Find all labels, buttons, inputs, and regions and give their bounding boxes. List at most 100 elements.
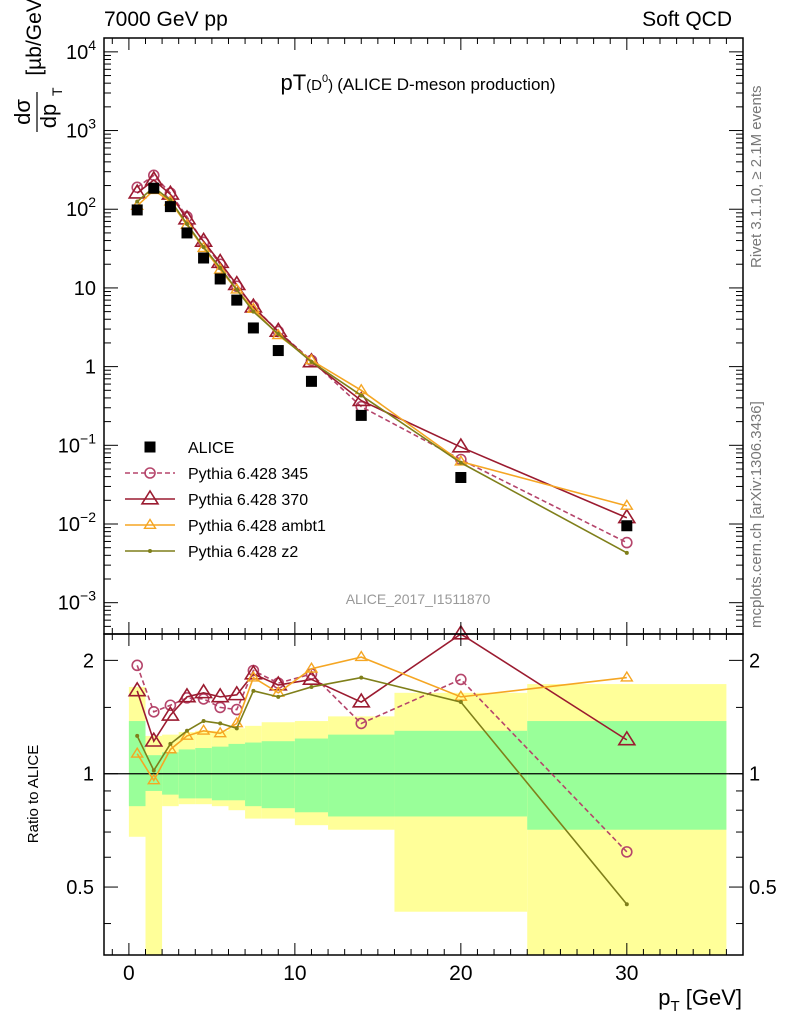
- point-370: [194, 683, 214, 699]
- point-370: [127, 183, 147, 199]
- ratio-ylabel-text: Ratio to ALICE: [25, 745, 42, 843]
- point-345: [131, 659, 143, 672]
- point-ambt1: [196, 241, 211, 253]
- header-left: 7000 GeV pp: [104, 8, 228, 31]
- point-ambt1: [196, 723, 211, 735]
- y-tick-label: 1: [85, 357, 96, 379]
- point-z2: [184, 728, 189, 733]
- point-370: [127, 681, 147, 697]
- point-ALICE: [247, 322, 259, 334]
- y-tick-label: 10−3: [58, 588, 96, 615]
- legend-marker: [143, 518, 157, 529]
- band-inner-rect: [294, 738, 329, 813]
- point-345: [621, 536, 633, 549]
- ratio-y-tick-label-left: 1: [83, 764, 94, 786]
- point-370: [351, 692, 371, 708]
- band-inner-rect: [228, 743, 246, 801]
- main-ylabel: dσ dp T [µb/GeV]: [10, 0, 65, 132]
- point-ambt1: [304, 661, 319, 673]
- point-370: [210, 687, 230, 703]
- point-z2: [201, 245, 206, 250]
- ylabel-subscript: T: [49, 87, 65, 96]
- band-inner-rect: [245, 742, 262, 807]
- header-right: Soft QCD: [642, 8, 732, 31]
- point-370: [160, 705, 180, 721]
- band-inner-rect: [261, 741, 295, 809]
- point-ALICE: [214, 273, 226, 285]
- y-tick-label: 103: [66, 116, 96, 143]
- point-345: [147, 706, 160, 718]
- ratio-y-tick-label-right: 1: [749, 764, 760, 786]
- y-tick-label: 104: [66, 37, 96, 64]
- y-tick-label: 10−1: [58, 430, 96, 457]
- point-ambt1: [147, 773, 161, 785]
- legend-marker: [144, 441, 156, 453]
- series-line-ambt1: [136, 189, 628, 507]
- point-z2: [218, 721, 223, 726]
- series-line-345: [136, 665, 628, 853]
- chart-title: pT(D0) (ALICE D-meson production): [280, 70, 555, 95]
- y-tick-label: 10: [74, 278, 96, 300]
- point-ALICE: [231, 294, 243, 306]
- legend-label: Pythia 6.428 z2: [188, 544, 298, 561]
- point-z2: [234, 287, 239, 292]
- ylabel-numerator: dσ: [10, 99, 35, 125]
- ratio-ylabel: Ratio to ALICE: [25, 745, 42, 843]
- point-370: [451, 437, 471, 453]
- point-ambt1: [620, 499, 634, 510]
- point-ALICE: [272, 345, 284, 357]
- band-inner-rect: [328, 734, 395, 817]
- legend-marker: [140, 489, 160, 505]
- legend-label: Pythia 6.428 ambt1: [188, 518, 326, 535]
- watermark: ALICE_2017_I1511870: [346, 591, 491, 607]
- point-z2: [184, 221, 189, 226]
- point-z2: [218, 265, 223, 270]
- point-z2: [359, 675, 364, 680]
- legend-marker: [144, 467, 156, 479]
- ratio-y-tick-label-left: 2: [83, 650, 94, 672]
- series-line-370: [136, 633, 628, 744]
- point-ambt1: [271, 686, 286, 697]
- point-z2: [458, 700, 463, 705]
- axes: [103, 37, 744, 956]
- point-345: [355, 717, 368, 730]
- ratio-bands: [104, 684, 743, 955]
- point-345: [455, 673, 467, 686]
- point-ALICE: [198, 252, 210, 264]
- point-z2: [251, 309, 256, 314]
- point-ALICE: [455, 471, 467, 483]
- point-z2: [168, 741, 173, 746]
- point-z2: [624, 550, 629, 555]
- point-370: [617, 730, 637, 746]
- ratio-series: [127, 624, 637, 907]
- point-ambt1: [180, 729, 194, 740]
- point-370: [177, 687, 197, 703]
- x-axis-label: pT [GeV]: [658, 985, 742, 1015]
- x-tick-label: 10: [283, 962, 306, 985]
- point-345: [164, 699, 177, 712]
- chart-texts: 0 10 20 30 10−3 10−2 10−1 1 10 102 103 104 0.5 0.5 1 1 2…: [10, 0, 777, 1015]
- ratio-y-tick-label-right: 0.5: [749, 877, 777, 899]
- legend: ALICE Pythia 6.428 345 Pythia 6.428 370 Pyt…: [125, 440, 326, 561]
- x-tick-label: 0: [123, 962, 135, 985]
- point-ambt1: [354, 650, 369, 662]
- point-z2: [624, 902, 629, 907]
- series-line-345: [136, 174, 628, 544]
- point-ALICE: [305, 375, 317, 387]
- point-ambt1: [130, 746, 144, 758]
- ratio-y-tick-label-right: 2: [749, 650, 760, 672]
- point-ambt1: [213, 262, 227, 274]
- ratio-frame: [103, 633, 744, 956]
- point-345: [621, 846, 633, 858]
- point-370: [302, 669, 321, 686]
- point-z2: [135, 733, 140, 738]
- point-ambt1: [271, 328, 286, 340]
- point-ALICE: [148, 182, 160, 194]
- y-tick-label: 10−2: [58, 509, 96, 536]
- ylabel-denominator: dp: [36, 104, 61, 128]
- point-ALICE: [131, 204, 143, 216]
- point-z2: [234, 726, 239, 731]
- point-345: [197, 693, 210, 705]
- point-z2: [309, 359, 314, 364]
